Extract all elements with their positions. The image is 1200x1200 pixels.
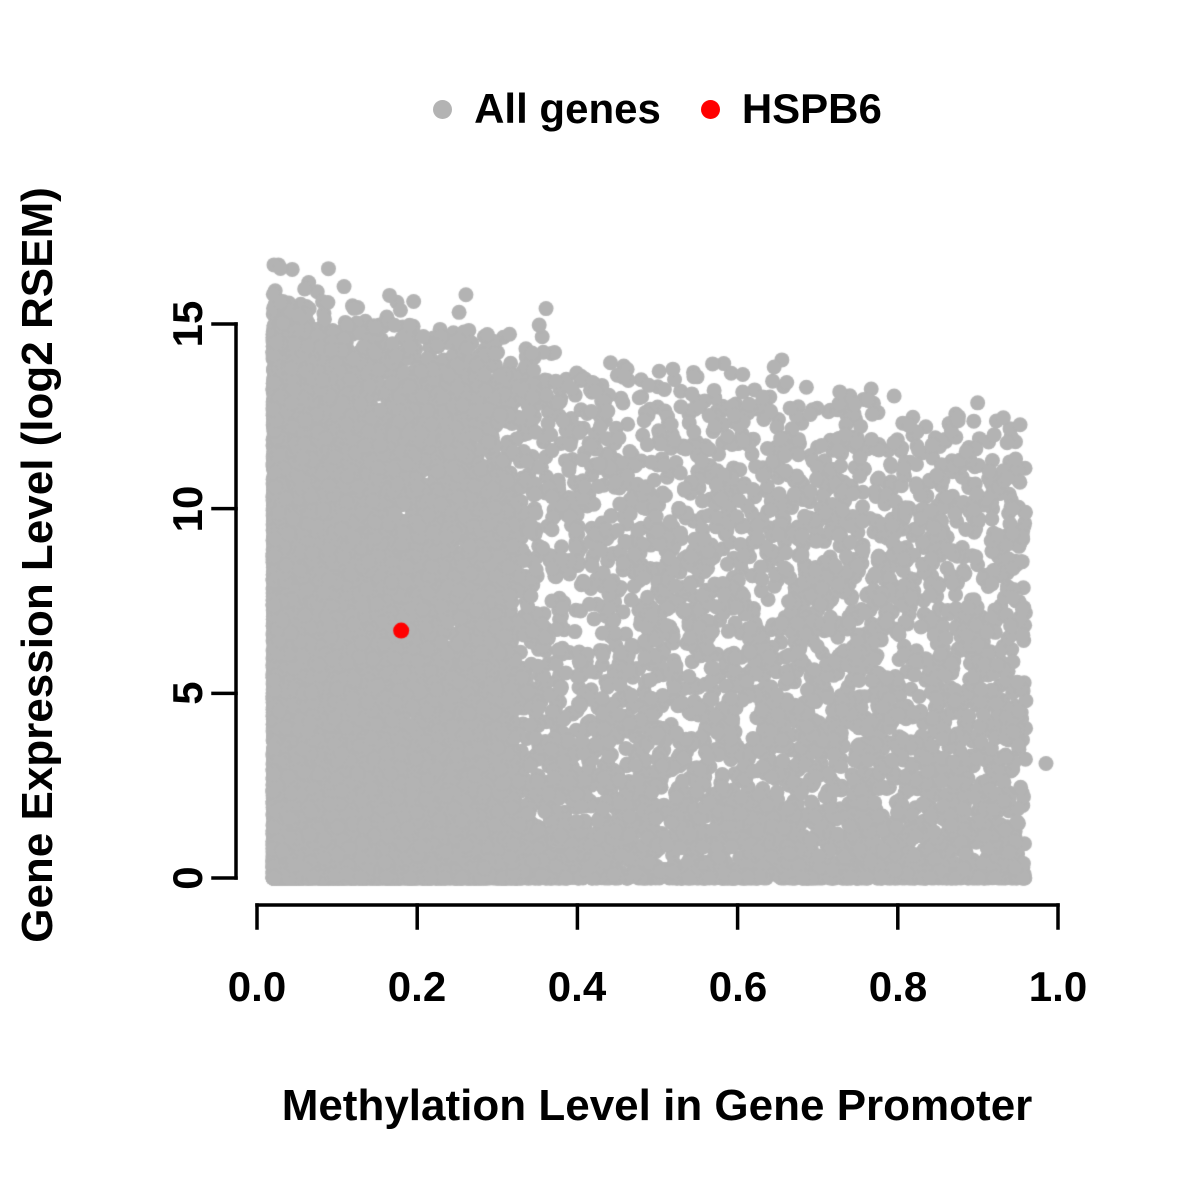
x-axis-title: Methylation Level in Gene Promoter xyxy=(281,1081,1033,1130)
legend-label-hspb6: HSPB6 xyxy=(741,85,882,132)
x-tick-label: 0.6 xyxy=(708,963,768,1010)
legend-dot-all-genes xyxy=(433,99,453,119)
y-tick-label: 5 xyxy=(164,681,211,705)
y-tick-label: 10 xyxy=(164,485,211,533)
y-axis-title: Gene Expression Level (log2 RSEM) xyxy=(13,187,62,943)
x-tick-label: 0.8 xyxy=(868,963,928,1010)
legend: All genes HSPB6 xyxy=(257,83,1058,135)
y-tick-label: 15 xyxy=(164,300,211,348)
y-tick-label: 0 xyxy=(164,866,211,890)
legend-dot-hspb6 xyxy=(700,99,720,119)
x-tick-label: 0.0 xyxy=(227,963,287,1010)
legend-label-all-genes: All genes xyxy=(474,85,661,132)
legend-item-all-genes: All genes xyxy=(433,88,661,130)
legend-item-hspb6: HSPB6 xyxy=(700,85,882,132)
x-tick-label: 1.0 xyxy=(1028,963,1088,1010)
x-tick-label: 0.4 xyxy=(547,963,607,1010)
x-tick-label: 0.2 xyxy=(387,963,447,1010)
